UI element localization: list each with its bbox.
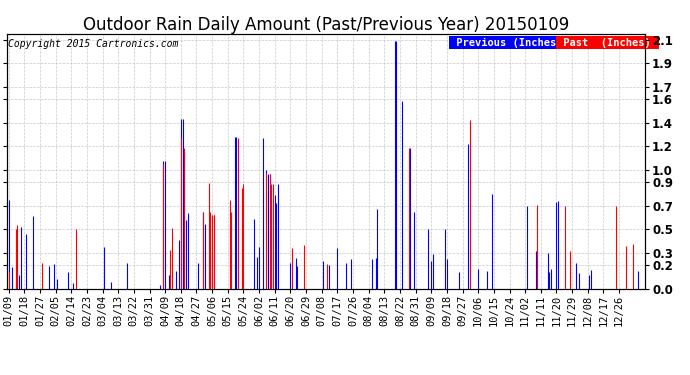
Text: Previous (Inches): Previous (Inches) <box>451 38 569 48</box>
Title: Outdoor Rain Daily Amount (Past/Previous Year) 20150109: Outdoor Rain Daily Amount (Past/Previous… <box>83 16 569 34</box>
Text: Past  (Inches): Past (Inches) <box>557 38 657 48</box>
Text: Copyright 2015 Cartronics.com: Copyright 2015 Cartronics.com <box>8 39 178 49</box>
